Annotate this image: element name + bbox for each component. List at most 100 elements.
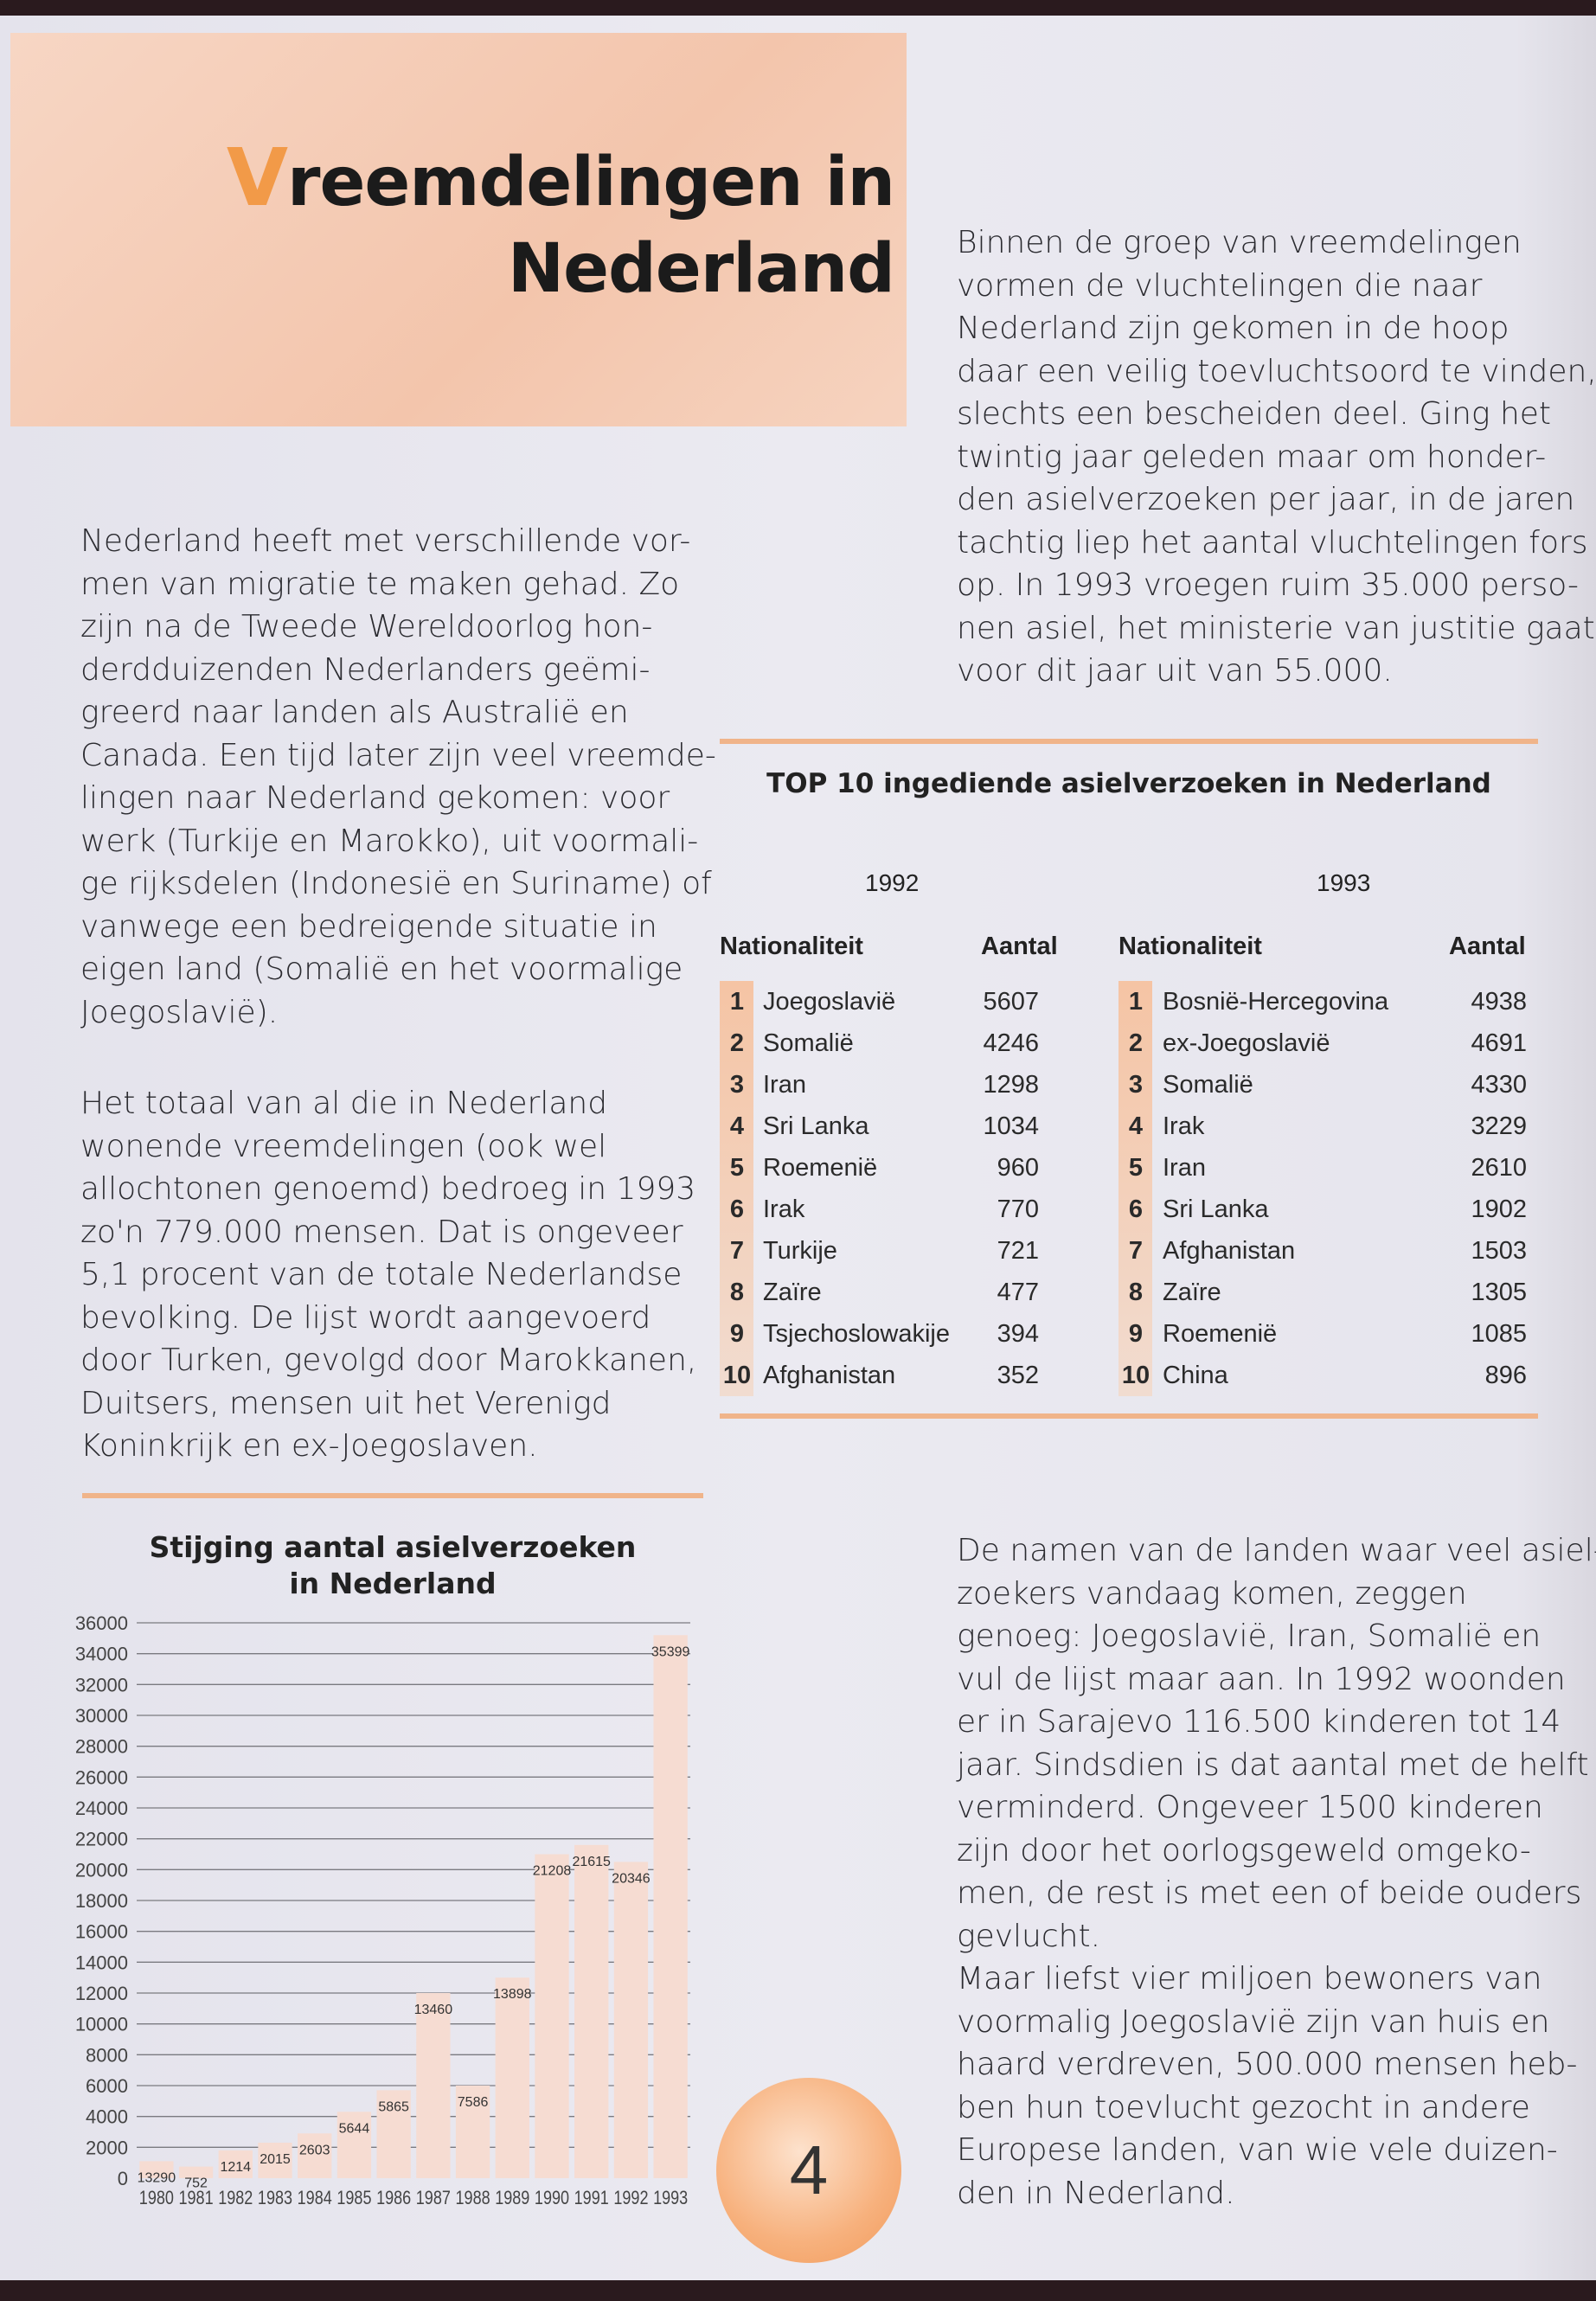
rank: 9 bbox=[1128, 1320, 1144, 1348]
table-top-rule bbox=[720, 739, 1538, 744]
text-line: nen asiel, het ministerie van justitie g… bbox=[957, 610, 1595, 646]
data-label: 2603 bbox=[299, 2143, 330, 2157]
nationality: Joegoslavië bbox=[763, 988, 896, 1016]
count: 1902 bbox=[1471, 1195, 1527, 1223]
text-line: genoeg: Joegoslavië, Iran, Somalië en bbox=[957, 1618, 1542, 1654]
rank: 7 bbox=[729, 1237, 745, 1265]
y-tick-label: 30000 bbox=[75, 1705, 128, 1727]
text-line: derdduizenden Nederlanders geëmi- bbox=[80, 651, 651, 688]
text-line: Binnen de groep van vreemdelingen bbox=[957, 225, 1522, 260]
rank: 10 bbox=[1121, 1362, 1151, 1389]
count: 477 bbox=[997, 1279, 1039, 1306]
nationality: ex-Joegoslavië bbox=[1163, 1029, 1330, 1057]
text-line: vul de lijst maar aan. In 1992 woonden bbox=[957, 1661, 1566, 1697]
text-line: voor dit jaar uit van 55.000. bbox=[957, 653, 1393, 689]
count: 3229 bbox=[1471, 1112, 1527, 1140]
bar-1993 bbox=[653, 1635, 688, 2178]
nationality: Iran bbox=[1163, 1154, 1206, 1182]
data-label: 20346 bbox=[612, 1871, 651, 1886]
data-label: 752 bbox=[184, 2176, 208, 2191]
bar-1988 bbox=[455, 2086, 490, 2178]
nationality: Afghanistan bbox=[1163, 1237, 1296, 1265]
y-tick-label: 0 bbox=[118, 2168, 128, 2189]
chart-title: Stijging aantal asielverzoeken in Nederl… bbox=[82, 1529, 703, 1602]
data-label: 13290 bbox=[138, 2170, 176, 2185]
count: 721 bbox=[997, 1237, 1039, 1265]
data-label: 35399 bbox=[651, 1644, 690, 1659]
table-row: 5 Roemenië 960 bbox=[0, 1147, 1596, 1190]
count: 4938 bbox=[1471, 988, 1527, 1016]
data-label: 7586 bbox=[458, 2095, 489, 2110]
nationality: Zaïre bbox=[763, 1279, 822, 1306]
table-bottom-rule bbox=[720, 1413, 1538, 1419]
rank: 5 bbox=[729, 1154, 745, 1182]
header-nationality-1992: Nationaliteit bbox=[720, 933, 863, 960]
rank: 3 bbox=[1128, 1071, 1144, 1099]
bar-1981 bbox=[178, 2166, 214, 2178]
bar-1991 bbox=[574, 1844, 609, 2178]
bar-1987 bbox=[416, 1993, 451, 2178]
text-line: De namen van de landen waar veel asiel- bbox=[957, 1533, 1596, 1568]
bar-1983 bbox=[258, 2142, 292, 2178]
x-tick-label: 1991 bbox=[574, 2188, 609, 2208]
title-block: Vreemdelingen in Nederland bbox=[10, 33, 907, 426]
y-tick-label: 26000 bbox=[75, 1766, 128, 1788]
text-line: ben hun toevlucht gezocht in andere bbox=[957, 2089, 1530, 2125]
text-line: men, de rest is met een of beide ouders bbox=[957, 1875, 1582, 1911]
text-line: werk (Turkije en Marokko), uit voormali- bbox=[80, 823, 699, 859]
table-row: 2 ex-Joegoslavië 4691 bbox=[0, 1022, 1596, 1066]
table-row: 9 Tsjechoslowakije 394 bbox=[0, 1313, 1596, 1356]
nationality: Irak bbox=[763, 1195, 805, 1223]
table-row: 4 Sri Lanka 1034 bbox=[0, 1106, 1596, 1149]
text-line: ge rijksdelen (Indonesië en Suriname) of bbox=[80, 866, 712, 901]
x-tick-label: 1981 bbox=[179, 2188, 214, 2208]
count: 770 bbox=[997, 1195, 1039, 1223]
title-line-1: reemdelingen in bbox=[287, 144, 895, 221]
table-row: 2 Somalië 4246 bbox=[0, 1022, 1596, 1066]
text-line: op. In 1993 vroegen ruim 35.000 perso- bbox=[957, 567, 1579, 603]
x-tick-label: 1985 bbox=[337, 2188, 371, 2208]
rank: 3 bbox=[729, 1071, 745, 1099]
text-line: jaar. Sindsdien is dat aantal met de hel… bbox=[957, 1747, 1589, 1783]
text-line: tachtig liep het aantal vluchtelingen fo… bbox=[957, 524, 1588, 561]
chart-title-line-2: in Nederland bbox=[289, 1567, 497, 1600]
asylum-bar-chart: 0 2000 4000 6000 8000 10000 12000 14000 16000 180… bbox=[75, 1612, 690, 2208]
table-row: 3 Somalië 4330 bbox=[0, 1064, 1596, 1107]
rank: 5 bbox=[1128, 1154, 1144, 1182]
text-line: gevlucht. bbox=[957, 1918, 1101, 1954]
bar-1990 bbox=[535, 1854, 569, 2178]
y-tick-label: 2000 bbox=[86, 2137, 128, 2158]
table-title: TOP 10 ingediende asielverzoeken in Nede… bbox=[766, 768, 1491, 799]
text-line: Canada. Een tijd later zijn veel vreemde… bbox=[80, 737, 716, 773]
nationality: Bosnië-Hercegovina bbox=[1163, 988, 1389, 1016]
left-paragraph-1: Nederland heeft met verschillende vor-me… bbox=[80, 520, 716, 1034]
magazine-page: Vreemdelingen in Nederland Binnen de gro… bbox=[0, 16, 1596, 2280]
nationality: China bbox=[1163, 1362, 1228, 1389]
x-tick-label: 1982 bbox=[218, 2188, 253, 2208]
count: 4691 bbox=[1471, 1029, 1527, 1057]
nationality: Roemenië bbox=[1163, 1320, 1278, 1348]
bar-1986 bbox=[376, 2090, 411, 2178]
text-line: er in Sarajevo 116.500 kinderen tot 14 bbox=[957, 1704, 1561, 1740]
nationality: Somalië bbox=[1163, 1071, 1253, 1099]
year-1992: 1992 bbox=[865, 869, 920, 896]
text-line: Duitsers, mensen uit het Verenigd bbox=[80, 1385, 612, 1421]
x-tick-label: 1984 bbox=[298, 2188, 332, 2208]
nationality: Roemenië bbox=[763, 1154, 878, 1182]
nationality: Turkije bbox=[763, 1237, 837, 1265]
table-row: 6 Sri Lanka 1902 bbox=[0, 1189, 1596, 1232]
text-line: door Turken, gevolgd door Marokkanen, bbox=[80, 1343, 697, 1378]
bar-1982 bbox=[218, 2150, 253, 2178]
rank: 1 bbox=[1128, 988, 1144, 1016]
table-row: 5 Iran 2610 bbox=[0, 1147, 1596, 1190]
count: 4246 bbox=[983, 1029, 1039, 1057]
text-line: daar een veilig toevluchtsoord te vinden… bbox=[957, 353, 1596, 389]
bar-1992 bbox=[613, 1862, 649, 2178]
data-label: 1214 bbox=[220, 2160, 251, 2175]
nationality: Sri Lanka bbox=[763, 1112, 869, 1140]
x-tick-label: 1992 bbox=[613, 2188, 648, 2208]
y-tick-label: 32000 bbox=[75, 1674, 128, 1695]
y-tick-label: 10000 bbox=[75, 2014, 128, 2035]
count: 2610 bbox=[1471, 1154, 1527, 1182]
data-label: 2015 bbox=[260, 2152, 291, 2167]
